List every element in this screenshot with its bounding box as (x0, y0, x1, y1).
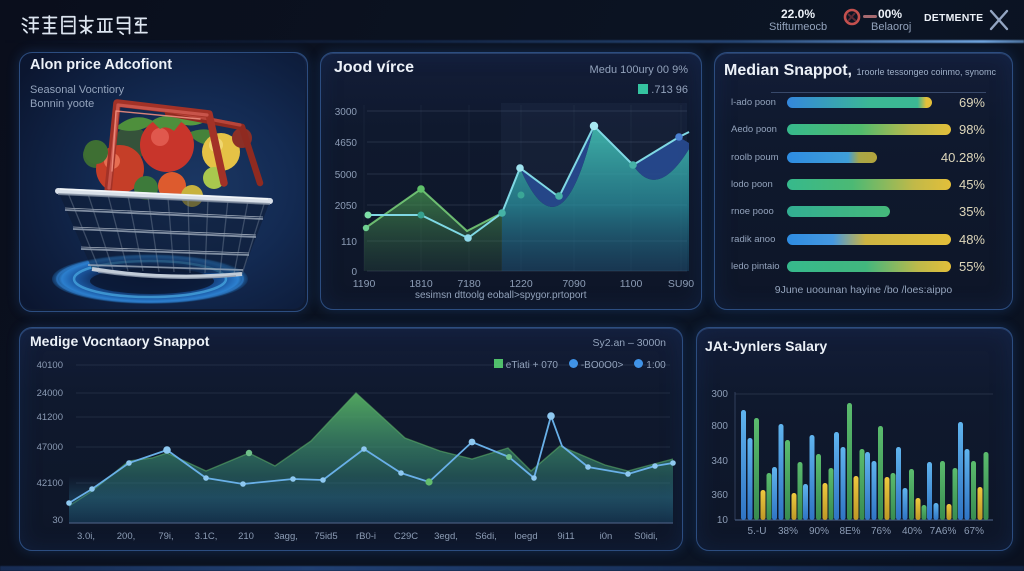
svg-text:200,: 200, (117, 531, 136, 542)
svg-text:9i11: 9i11 (557, 531, 574, 542)
svg-text:340: 340 (711, 456, 728, 467)
svg-text:110: 110 (341, 237, 357, 248)
svg-text:210: 210 (238, 531, 254, 542)
svg-text:38%: 38% (778, 526, 798, 537)
svg-text:7090: 7090 (562, 278, 586, 290)
svg-text:30: 30 (52, 515, 63, 526)
svg-text:i0n: i0n (600, 531, 613, 542)
svg-text:42100: 42100 (37, 478, 63, 489)
svg-text:3.0i,: 3.0i, (77, 531, 95, 542)
svg-text:4650: 4650 (335, 138, 358, 149)
svg-text:5.-U: 5.-U (748, 526, 767, 537)
svg-text:300: 300 (711, 389, 728, 400)
svg-text:7180: 7180 (457, 278, 481, 290)
svg-text:24000: 24000 (37, 388, 63, 399)
svg-text:5000: 5000 (335, 170, 358, 181)
svg-text:S0idi,: S0idi, (634, 531, 658, 542)
svg-text:S6di,: S6di, (475, 531, 497, 542)
svg-text:SU90: SU90 (668, 278, 694, 290)
svg-text:1810: 1810 (409, 278, 433, 290)
svg-text:360: 360 (711, 490, 728, 501)
svg-text:C29C: C29C (394, 531, 418, 542)
svg-text:1190: 1190 (353, 278, 376, 290)
svg-text:90%: 90% (809, 526, 829, 537)
svg-text:75id5: 75id5 (314, 531, 337, 542)
svg-text:76%: 76% (871, 526, 891, 537)
svg-text:3.1C,: 3.1C, (195, 531, 218, 542)
svg-text:0: 0 (351, 267, 357, 278)
svg-text:40100: 40100 (37, 360, 63, 371)
svg-text:79i,: 79i, (158, 531, 173, 542)
svg-text:1220: 1220 (509, 278, 533, 290)
svg-text:2050: 2050 (335, 201, 358, 212)
svg-text:3egd,: 3egd, (434, 531, 458, 542)
svg-text:3agg,: 3agg, (274, 531, 298, 542)
svg-text:rB0-i: rB0-i (356, 531, 376, 542)
svg-text:47000: 47000 (37, 442, 63, 453)
svg-text:loegd: loegd (514, 531, 537, 542)
svg-text:3000: 3000 (335, 107, 358, 118)
svg-text:40%: 40% (902, 526, 922, 537)
svg-text:1100: 1100 (620, 278, 643, 290)
svg-text:10: 10 (717, 515, 729, 526)
svg-text:41200: 41200 (37, 412, 63, 423)
svg-text:800: 800 (711, 421, 728, 432)
svg-text:7A6%: 7A6% (930, 526, 957, 537)
svg-text:67%: 67% (964, 526, 984, 537)
svg-text:8E%: 8E% (839, 526, 860, 537)
